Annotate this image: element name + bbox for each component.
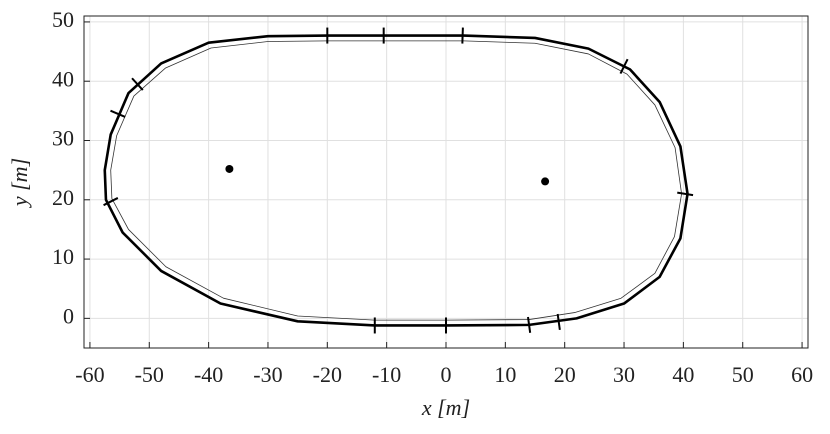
x-axis-label: x [m] (421, 395, 470, 420)
y-tick-label: 50 (52, 7, 74, 32)
y-tick-label: 30 (52, 126, 74, 151)
point (225, 164, 234, 173)
track-marker (619, 58, 629, 74)
x-tick-label: 0 (441, 362, 452, 387)
x-tick-label: -30 (253, 362, 282, 387)
y-axis-label: y [m] (7, 158, 32, 208)
y-tick-label: 40 (52, 66, 74, 91)
point (541, 177, 550, 186)
track-marker (461, 27, 464, 44)
x-tick-label: -10 (372, 362, 401, 387)
track-marker (131, 77, 144, 91)
x-tick-label: -50 (135, 362, 164, 387)
track-line (103, 34, 689, 327)
x-tick-label: 50 (732, 362, 754, 387)
track-marker (103, 197, 119, 207)
x-tick-label: -20 (313, 362, 342, 387)
y-tick-label: 20 (52, 185, 74, 210)
track-marker (677, 191, 694, 197)
x-tick-label: 60 (791, 362, 813, 387)
x-tick-label: 20 (554, 362, 576, 387)
x-tick-label: 10 (494, 362, 516, 387)
plot-frame (83, 15, 809, 349)
track-marker (110, 109, 126, 118)
y-tick-label: 10 (52, 244, 74, 269)
track-marker (527, 316, 532, 333)
x-tick-label: 30 (613, 362, 635, 387)
x-tick-label: -40 (194, 362, 223, 387)
x-tick-label: 40 (672, 362, 694, 387)
track-marker (556, 313, 561, 330)
track-line (110, 40, 682, 321)
x-tick-label: -60 (75, 362, 104, 387)
y-tick-label: 0 (63, 303, 74, 328)
